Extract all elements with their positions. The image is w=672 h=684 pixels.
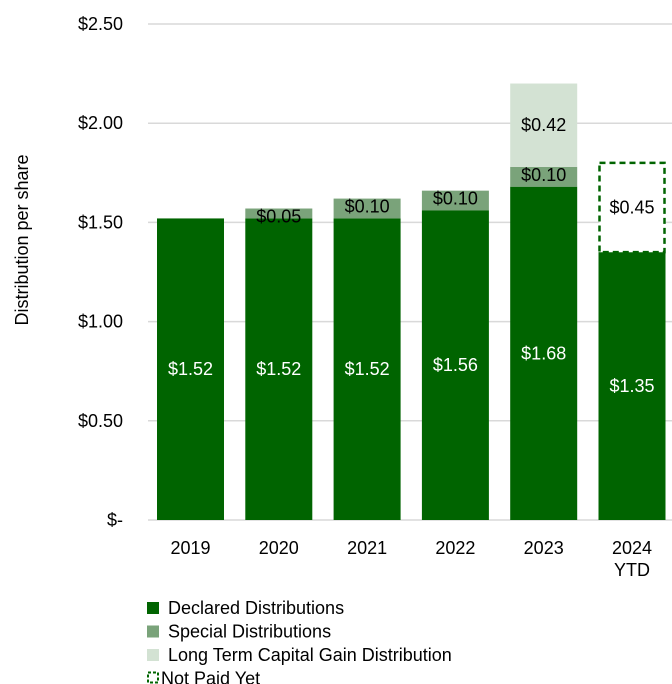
bar-value-labels: $1.52 $1.52 $0.05 $1.52 $0.10 $1.56 $0.10 $1.68…: [168, 115, 655, 396]
bar-segment: [510, 186, 578, 521]
legend-label: Not Paid Yet: [161, 669, 260, 684]
bar-segment: [245, 218, 313, 520]
bar-segment: [598, 252, 666, 520]
x-category-label: 2024 YTD: [612, 538, 652, 580]
legend-swatch: [147, 649, 159, 661]
y-tick-label: $2.50: [78, 14, 123, 34]
legend: Declared Distributions Special Distributi…: [147, 598, 452, 684]
x-category-label: 2023: [524, 538, 564, 558]
y-tick-label: $-: [107, 510, 123, 530]
x-category-line: 2023: [524, 538, 564, 558]
bar-value-label: $0.10: [433, 189, 478, 209]
bar-value-label: $0.42: [521, 115, 566, 135]
legend-label: Declared Distributions: [168, 598, 344, 618]
bar-segment: [510, 83, 578, 167]
legend-label: Special Distributions: [168, 622, 331, 642]
x-category-line: YTD: [614, 560, 650, 580]
x-category-line: 2024: [612, 538, 652, 558]
bar-value-label: $1.68: [521, 343, 566, 363]
bar-segment: [245, 208, 313, 219]
bar-segment-not-paid: [598, 161, 666, 254]
y-axis-ticks: $- $0.50 $1.00 $1.50 $2.00 $2.50: [78, 14, 123, 530]
bar-value-label: $0.10: [345, 197, 390, 217]
bar-value-label: $1.52: [168, 359, 213, 379]
y-tick-label: $1.00: [78, 312, 123, 332]
bar-value-label: $1.52: [256, 359, 301, 379]
y-axis-label: Distribution per share: [12, 154, 32, 325]
legend-label: Long Term Capital Gain Distribution: [168, 645, 452, 665]
bar-segment: [421, 210, 489, 520]
bar-value-label: $1.56: [433, 355, 478, 375]
legend-swatch: [147, 602, 159, 614]
bar-value-label: $0.05: [256, 207, 301, 227]
y-tick-label: $1.50: [78, 212, 123, 232]
y-tick-label: $2.00: [78, 113, 123, 133]
bar-segment: [333, 218, 401, 520]
bar-value-label: $1.35: [609, 376, 654, 396]
x-category-label: 2022: [435, 538, 475, 558]
bar-segment: [510, 166, 578, 187]
y-tick-label: $0.50: [78, 411, 123, 431]
x-category-line: 2019: [170, 538, 210, 558]
x-category-label: 2020: [259, 538, 299, 558]
x-category-line: 2021: [347, 538, 387, 558]
x-axis-categories: 2019 2020 2021 2022 2023 2024 YTD: [170, 538, 652, 580]
bars: [157, 83, 666, 521]
x-category-label: 2019: [170, 538, 210, 558]
x-category-label: 2021: [347, 538, 387, 558]
legend-swatch: [147, 625, 159, 638]
x-category-line: 2022: [435, 538, 475, 558]
gridlines: [148, 23, 672, 521]
bar-value-label: $1.52: [345, 359, 390, 379]
bar-segment: [421, 190, 489, 211]
bar-segment: [333, 198, 401, 219]
x-category-line: 2020: [259, 538, 299, 558]
bar-value-label: $0.10: [521, 165, 566, 185]
bar-segment: [157, 218, 224, 520]
legend-swatch: [147, 671, 159, 684]
bar-value-label: $0.45: [609, 198, 654, 218]
